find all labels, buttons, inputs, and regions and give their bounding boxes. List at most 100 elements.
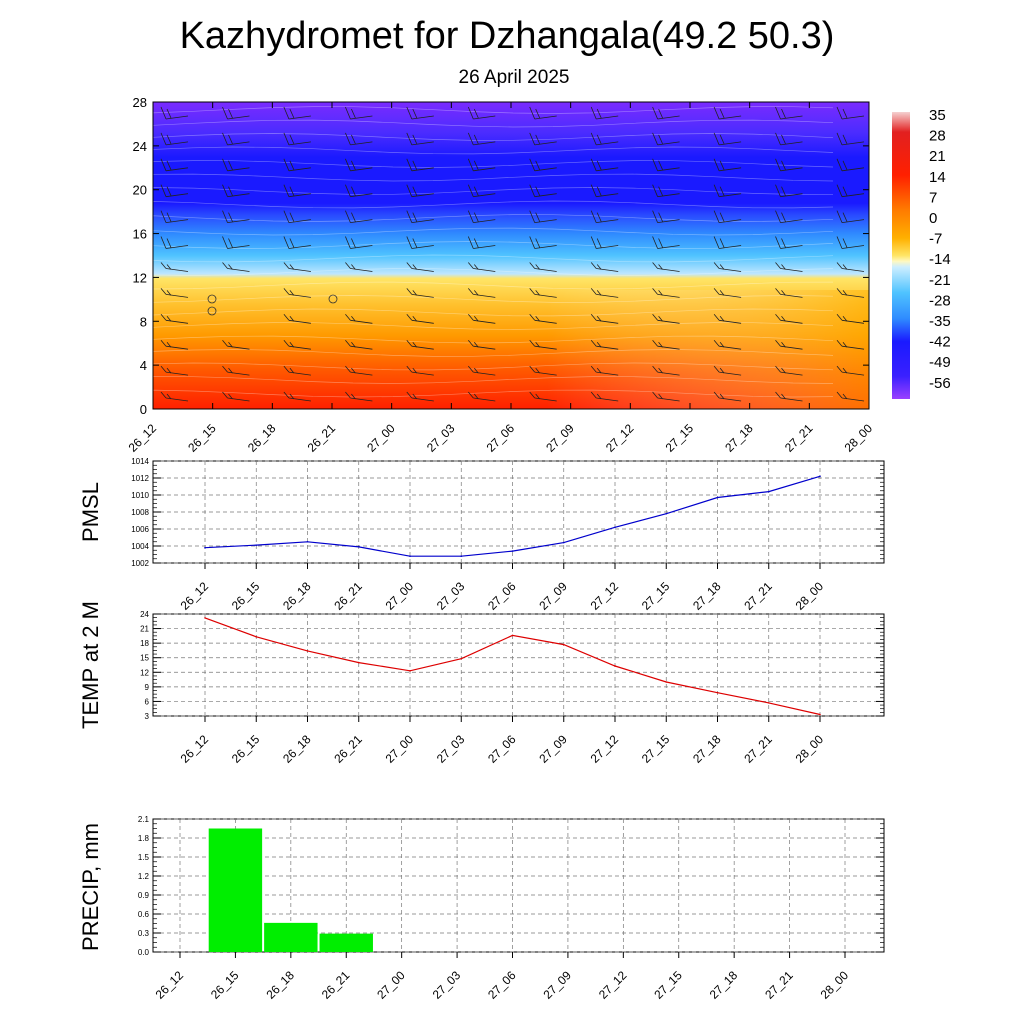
colorbar-label: -7 [929, 231, 942, 248]
barb-staff [780, 141, 803, 146]
barb-feather [412, 108, 418, 119]
pmsl-plot: 1002 1004 1006 1008 1010 1012 1014 26_12 26_15 26… [131, 457, 885, 613]
barb-feather [652, 339, 658, 347]
barb-feather [781, 134, 786, 145]
contour-line [152, 349, 834, 357]
temp-ylabel: TEMP at 2 M [78, 601, 103, 729]
barb-staff [288, 245, 311, 249]
barb-feather [713, 184, 720, 197]
wind-barb [529, 365, 557, 376]
precip-bar [208, 828, 263, 952]
barb-staff [288, 268, 311, 272]
barb-feather [842, 212, 848, 222]
wind-barb [652, 288, 680, 298]
barb-staff [473, 219, 496, 223]
barb-feather [283, 210, 290, 223]
x-tick-label: 27_00 [383, 732, 417, 766]
contour-line [152, 187, 834, 195]
data-point [409, 670, 411, 672]
barb-feather [228, 238, 233, 248]
series-line [204, 475, 821, 557]
wind-barb [529, 210, 557, 223]
barb-feather [836, 210, 843, 223]
barb-feather [222, 132, 228, 146]
chart-title: Kazhydromet for Dzhangala(49.2 50.3) [180, 15, 835, 57]
barb-feather [289, 316, 295, 322]
barb-feather [781, 212, 786, 222]
barb-feather [406, 262, 413, 269]
barb-feather [160, 314, 167, 321]
x-tick-label: 27_09 [536, 732, 570, 766]
x-tick-label: 27_09 [543, 421, 577, 455]
wind-barb [775, 210, 803, 223]
barb-feather [652, 132, 658, 146]
wind-barb [713, 210, 742, 223]
barb-feather [842, 160, 848, 170]
wind-barb [283, 158, 311, 172]
x-tick-label: 27_09 [541, 968, 575, 1002]
barb-staff [596, 245, 619, 249]
barb-staff [534, 167, 557, 172]
barb-feather [467, 236, 474, 249]
barb-feather [160, 365, 167, 373]
barb-feather [467, 365, 474, 373]
barb-staff [657, 167, 680, 172]
barb-staff [780, 319, 803, 324]
barb-feather [775, 158, 781, 171]
wind-barb [406, 184, 434, 198]
barb-staff [841, 193, 865, 198]
barb-feather [719, 134, 725, 145]
barb-feather [473, 134, 479, 145]
x-tick-label: 27_03 [434, 579, 468, 613]
barb-feather [467, 184, 474, 197]
wind-barb [529, 262, 557, 272]
wind-barb [160, 132, 189, 146]
barb-feather [412, 290, 418, 296]
barb-feather [535, 160, 541, 170]
barb-feather [166, 367, 172, 374]
precip-panel: PRECIP, mm 0.0 0.3 0.6 0.9 1.2 1.5 1.8 2.1 26_12… [78, 815, 885, 1002]
barb-feather [775, 236, 781, 249]
barb-feather [713, 210, 720, 223]
barb-staff [288, 397, 311, 402]
barb-feather [596, 367, 602, 374]
barb-staff [288, 371, 311, 376]
wind-barb [652, 314, 680, 324]
temp-panel: TEMP at 2 M 3 6 9 12 15 18 21 24 26_12 26_15 26_18… [78, 601, 885, 766]
wind-barb [713, 288, 742, 298]
barb-staff [473, 115, 496, 120]
wind-barb [652, 262, 680, 272]
barb-feather [658, 108, 663, 119]
barb-feather [529, 236, 536, 249]
barb-staff [780, 345, 803, 350]
barb-staff [473, 167, 496, 172]
barb-feather [283, 365, 290, 373]
wind-barb [467, 158, 496, 172]
barb-feather [283, 262, 290, 269]
barb-feather [222, 210, 228, 223]
y-tick-label: 12 [140, 668, 149, 677]
wind-barb [222, 262, 250, 272]
barb-feather [283, 106, 290, 120]
barb-staff [165, 294, 189, 298]
wind-barb [836, 210, 865, 223]
wind-barb [775, 106, 803, 120]
barb-feather [775, 210, 781, 223]
barb-feather [535, 134, 541, 145]
barb-feather [652, 106, 658, 120]
barb-feather [228, 186, 233, 196]
barb-feather [781, 341, 786, 348]
barb-staff [841, 345, 865, 350]
barb-staff [719, 345, 742, 350]
barb-feather [351, 238, 356, 248]
contour-line [152, 241, 834, 249]
barb-feather [658, 160, 663, 170]
barb-feather [535, 367, 541, 374]
barb-feather [228, 108, 233, 119]
barb-feather [406, 391, 413, 399]
barb-staff [780, 115, 803, 120]
barb-staff [534, 219, 557, 223]
barb-staff [227, 345, 250, 350]
barb-feather [713, 314, 720, 321]
barb-feather [842, 134, 848, 145]
